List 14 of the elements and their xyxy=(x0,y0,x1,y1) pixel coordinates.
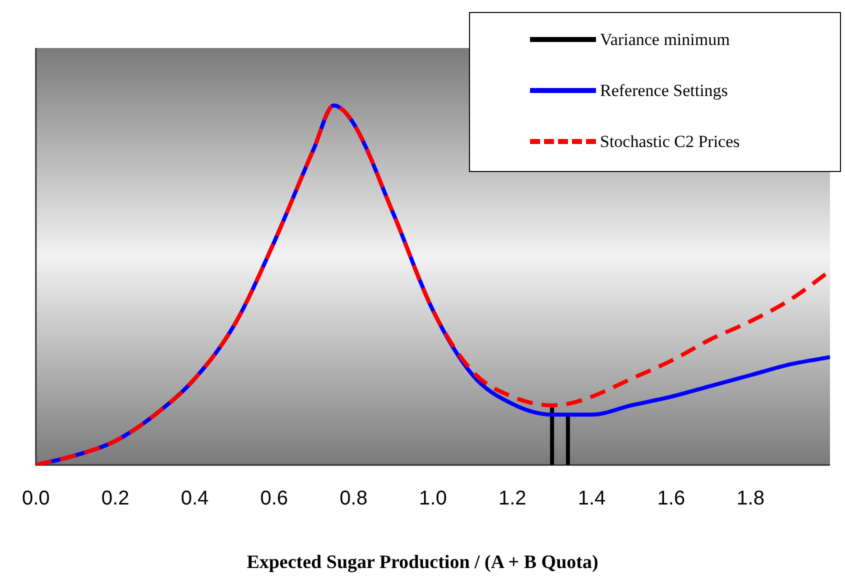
legend-label: Variance minimum xyxy=(600,30,730,50)
x-tick-label: 1.8 xyxy=(736,488,764,510)
x-tick-label: 0.2 xyxy=(101,488,130,510)
x-tick-label: 0.6 xyxy=(260,488,288,510)
legend-label: Reference Settings xyxy=(600,80,728,100)
x-tick-label: 1.6 xyxy=(657,488,686,510)
x-tick-label: 0.8 xyxy=(340,488,368,510)
x-axis-title: Expected Sugar Production / (A + B Quota) xyxy=(246,552,600,574)
x-tick-label: 0.4 xyxy=(180,488,209,510)
x-tick-label: 1.2 xyxy=(498,488,526,510)
x-tick-label: 1.4 xyxy=(578,488,606,510)
x-tick-label: 0.0 xyxy=(22,488,50,510)
x-tick-label: 1.0 xyxy=(419,488,447,510)
legend-label: Stochastic C2 Prices xyxy=(600,132,740,152)
